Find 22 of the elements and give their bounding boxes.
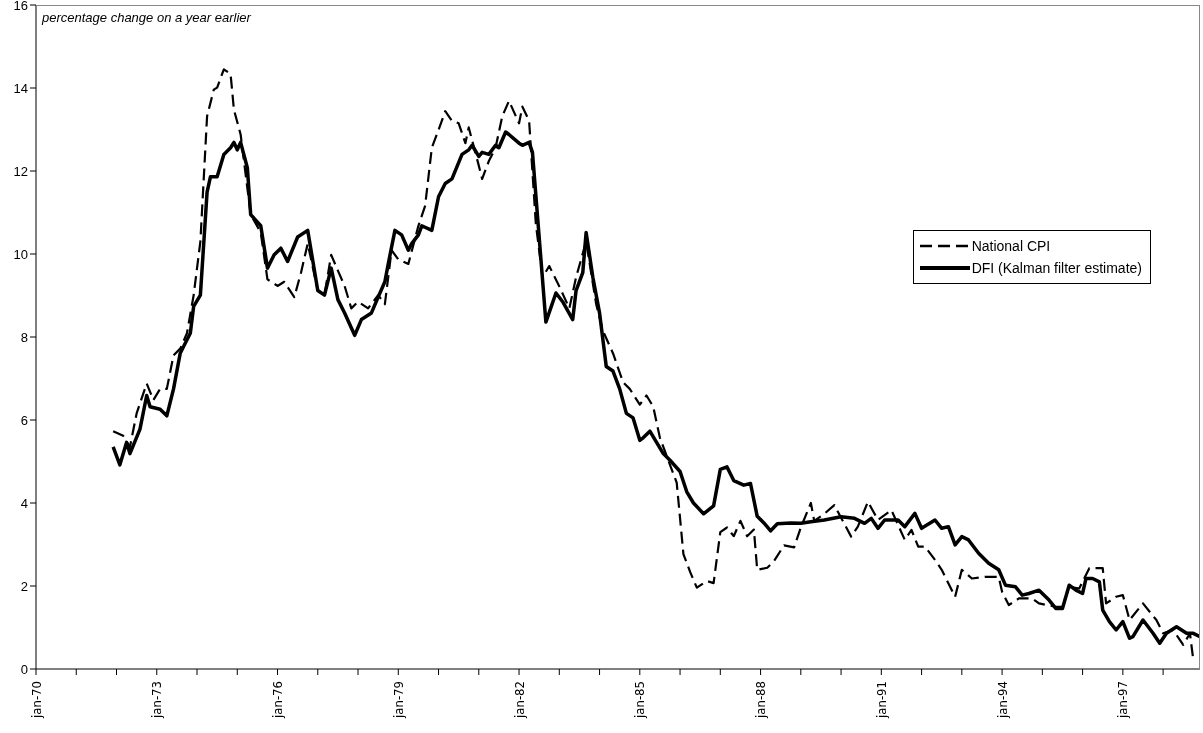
y-tick-label: 0 (20, 661, 28, 677)
x-tick-label: jan-94 (994, 681, 1010, 719)
x-tick-label: jan-85 (632, 681, 648, 719)
y-axis-title: percentage change on a year earlier (42, 10, 251, 25)
y-tick-label: 4 (20, 495, 28, 511)
x-tick-label: jan-88 (753, 681, 769, 719)
y-tick-label: 10 (13, 246, 28, 262)
legend-label: DFI (Kalman filter estimate) (971, 260, 1142, 276)
x-tick-label: jan-76 (270, 681, 286, 719)
y-tick-label: 14 (13, 80, 28, 96)
x-tick-label: jan-73 (149, 681, 165, 719)
legend-label: National CPI (971, 238, 1051, 254)
y-tick-label: 16 (13, 0, 28, 13)
x-tick-label: jan-70 (28, 681, 44, 719)
x-tick-label: jan-97 (1115, 681, 1131, 719)
y-tick-label: 12 (13, 163, 28, 179)
y-tick-label: 8 (20, 329, 28, 345)
y-tick-label: 6 (20, 412, 28, 428)
x-tick-label: jan-91 (873, 681, 889, 719)
x-tick-label: jan-79 (390, 681, 406, 719)
y-tick-label: 2 (20, 578, 28, 594)
x-tick-label: jan-82 (511, 681, 527, 719)
